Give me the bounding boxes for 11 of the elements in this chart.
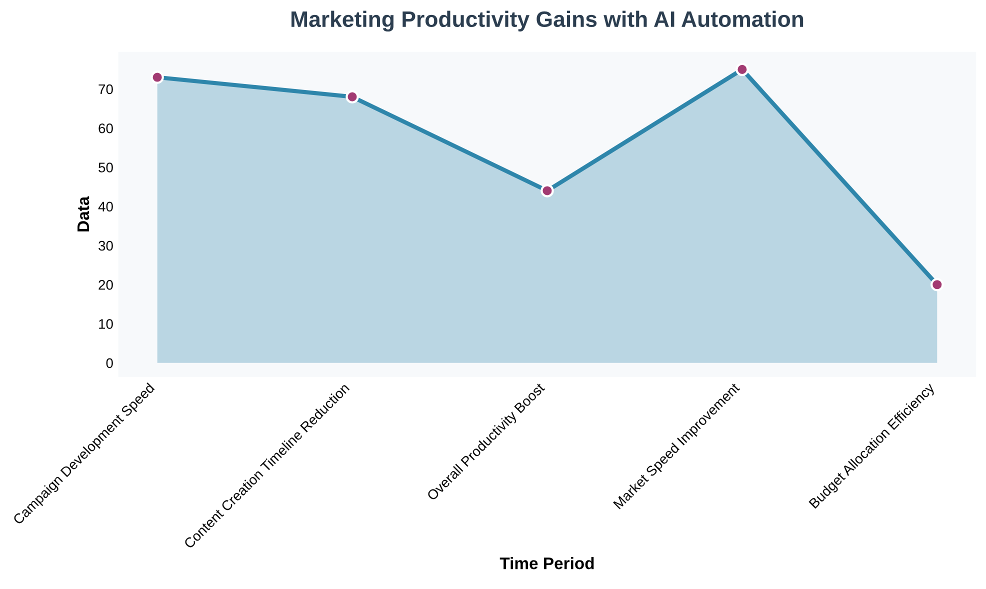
y-tick-label: 30 (98, 240, 113, 251)
y-tick-label: 20 (98, 280, 113, 290)
y-tick-label: 40 (98, 202, 113, 212)
y-tick-label: 0 (106, 358, 113, 368)
chart-title: Marketing Productivity Gains with AI Automation (292, 10, 804, 32)
y-tick-label: 60 (98, 123, 113, 134)
x-axis-title: Time Period (500, 557, 594, 570)
y-tick-label: 70 (98, 84, 113, 94)
y-tick-label: 10 (99, 319, 113, 329)
y-tick-label: 50 (98, 162, 113, 172)
y-axis-title: Data (78, 196, 90, 232)
